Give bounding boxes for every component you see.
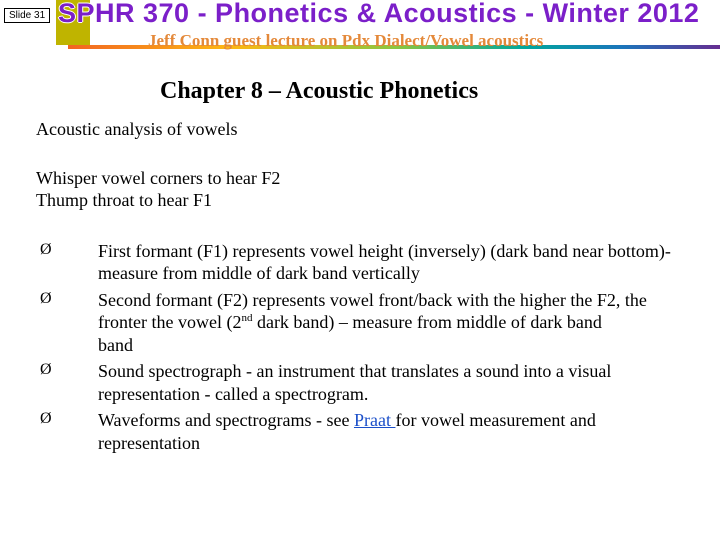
bullet-list: Ø First formant (F1) represents vowel he… bbox=[36, 240, 690, 455]
chapter-heading: Chapter 8 – Acoustic Phonetics bbox=[160, 78, 478, 105]
bullet-text-4: Waveforms and spectrograms - see Praat f… bbox=[98, 409, 690, 454]
bullet-text-2: Second formant (F2) represents vowel fro… bbox=[98, 289, 690, 357]
lecture-subtitle: Jeff Conn guest lecture on Pdx Dialect/V… bbox=[148, 31, 543, 51]
list-item: Ø First formant (F1) represents vowel he… bbox=[36, 240, 690, 285]
intro-paragraph: Acoustic analysis of vowels bbox=[36, 118, 690, 141]
bullet-text-1: First formant (F1) represents vowel heig… bbox=[98, 240, 690, 285]
bullet-arrow-icon: Ø bbox=[36, 409, 98, 454]
b2-part-b: dark band) – measure from middle of dark… bbox=[252, 312, 601, 332]
instruction-line-2: Thump throat to hear F1 bbox=[36, 189, 690, 212]
b4-part-a: Waveforms and spectrograms - see bbox=[98, 410, 354, 430]
bullet-arrow-icon: Ø bbox=[36, 289, 98, 357]
list-item: Ø Sound spectrograph - an instrument tha… bbox=[36, 360, 690, 405]
instruction-line-1: Whisper vowel corners to hear F2 bbox=[36, 167, 690, 190]
bullet-text-3: Sound spectrograph - an instrument that … bbox=[98, 360, 690, 405]
course-title: SPHR 370 - Phonetics & Acoustics - Winte… bbox=[58, 0, 699, 29]
instruction-paragraph: Whisper vowel corners to hear F2 Thump t… bbox=[36, 167, 690, 212]
b2-part-c: band bbox=[98, 335, 133, 355]
course-title-text: SPHR 370 - Phonetics & Acoustics - Winte… bbox=[58, 0, 699, 28]
bullet-arrow-icon: Ø bbox=[36, 360, 98, 405]
slide-body: Acoustic analysis of vowels Whisper vowe… bbox=[36, 118, 690, 458]
slide-number-label: Slide 31 bbox=[4, 8, 50, 23]
list-item: Ø Second formant (F2) represents vowel f… bbox=[36, 289, 690, 357]
list-item: Ø Waveforms and spectrograms - see Praat… bbox=[36, 409, 690, 454]
b2-superscript: nd bbox=[241, 312, 252, 324]
praat-link[interactable]: Praat bbox=[354, 410, 395, 430]
bullet-arrow-icon: Ø bbox=[36, 240, 98, 285]
